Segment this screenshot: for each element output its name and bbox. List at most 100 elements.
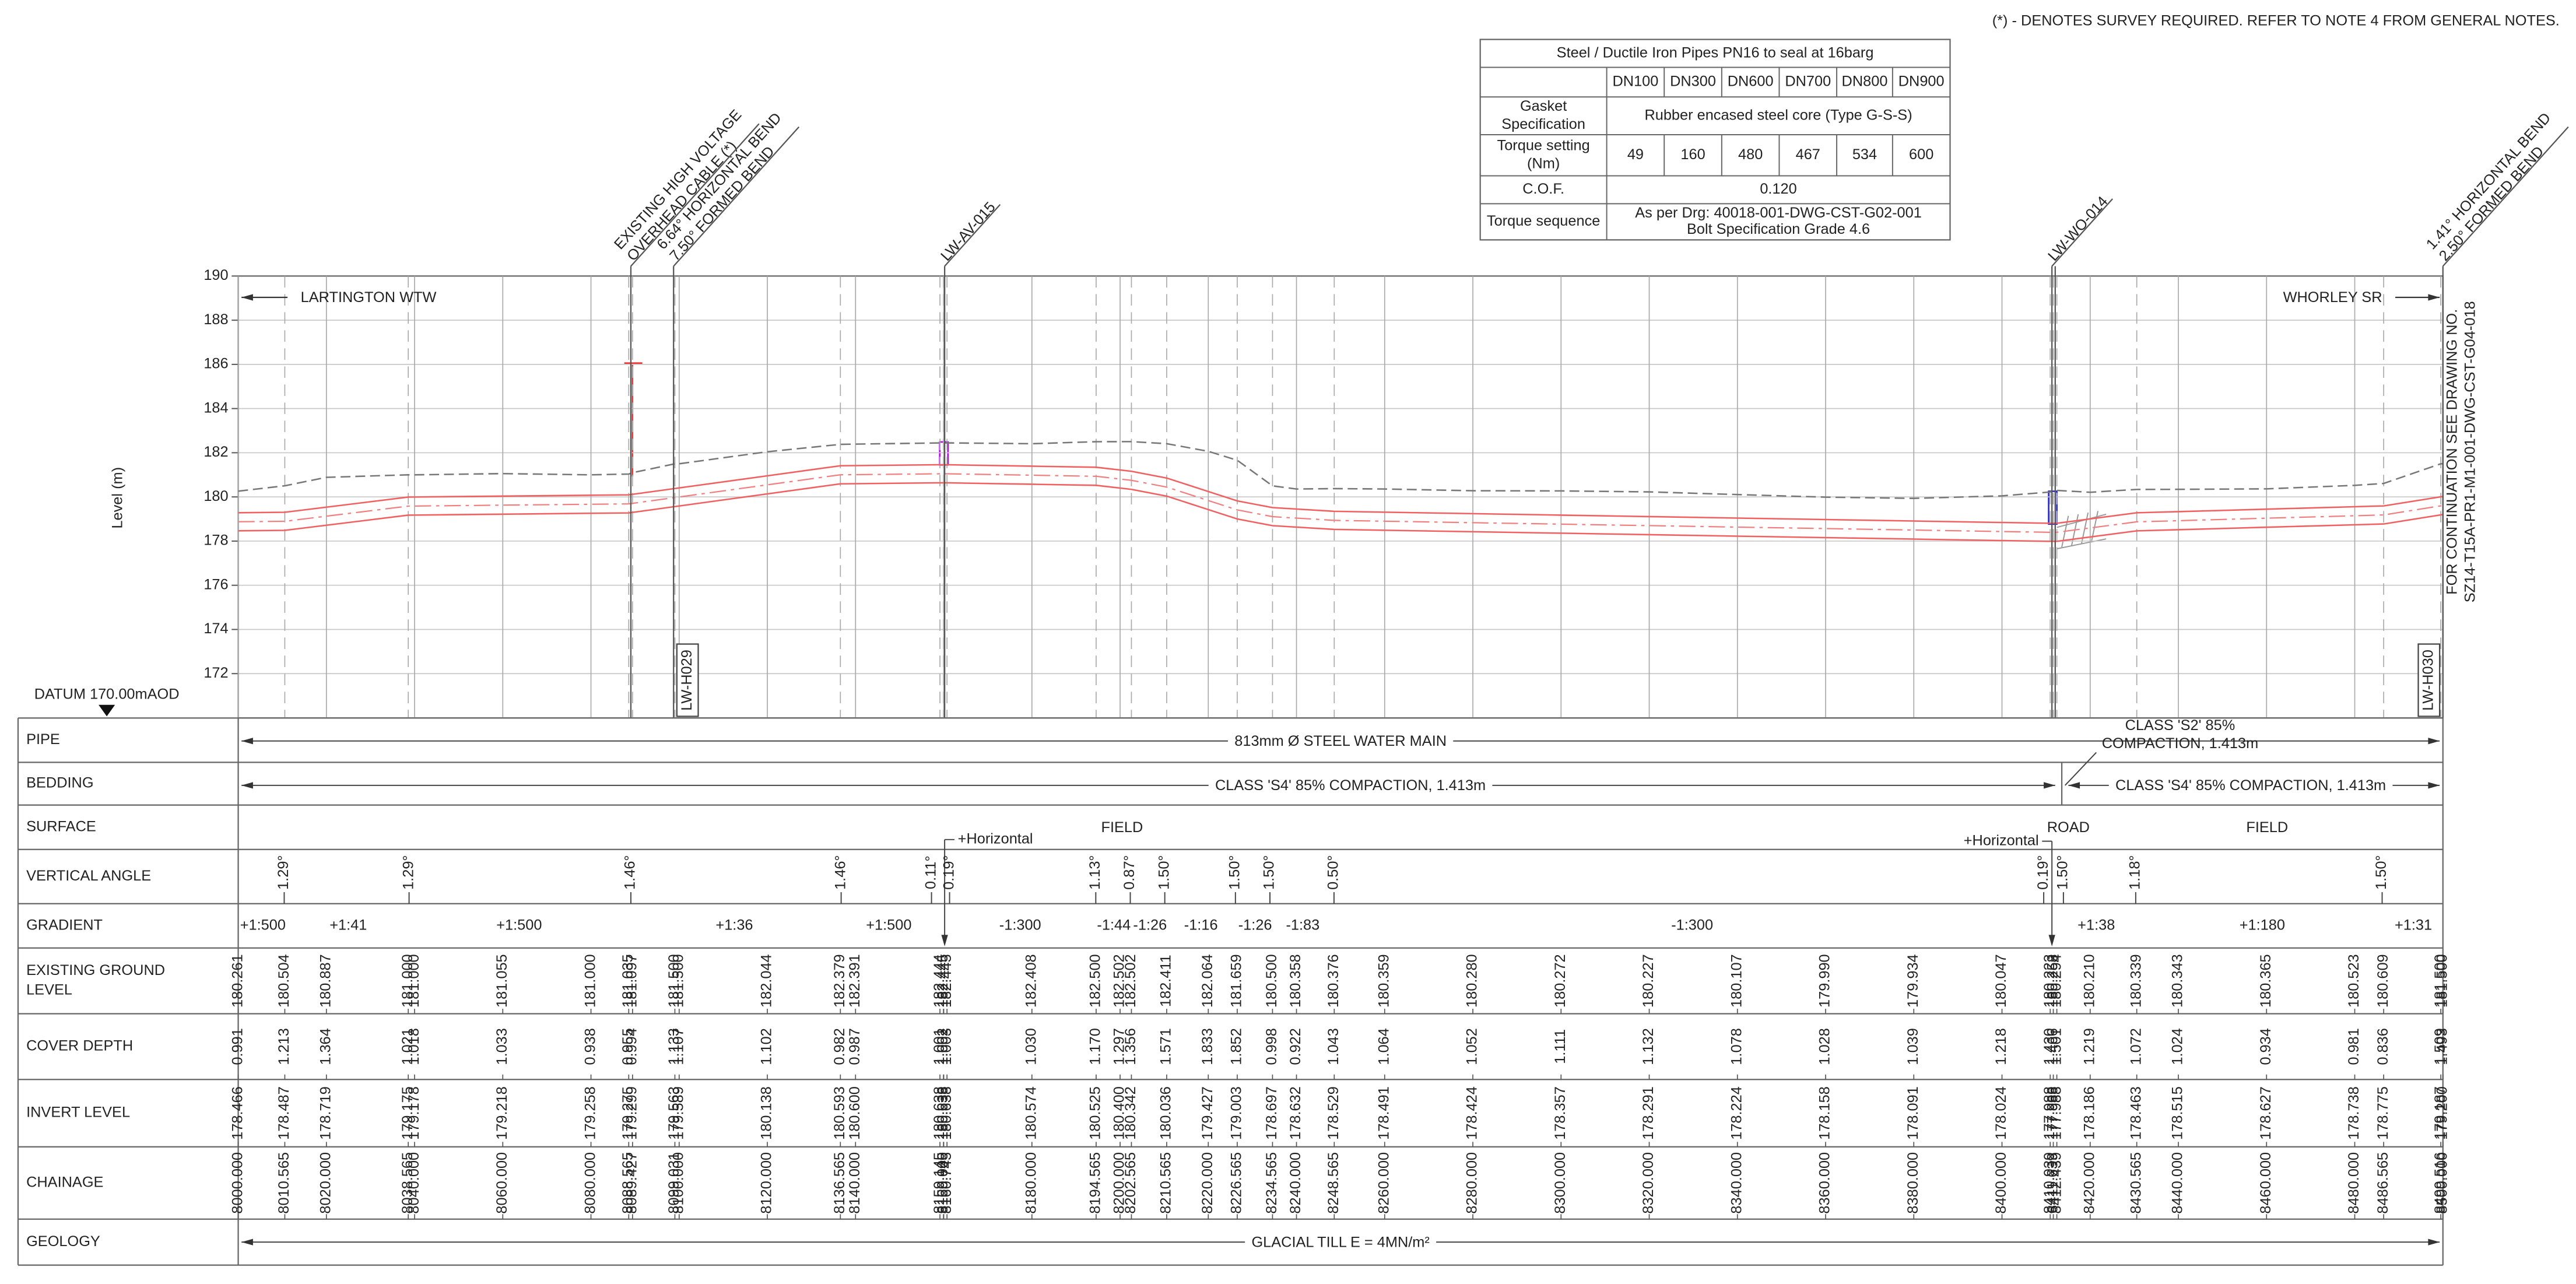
torque-value: 160 <box>1680 146 1705 163</box>
station-value: 180.376 <box>1325 954 1342 1008</box>
station-value: 8412.439 <box>2048 1152 2064 1214</box>
row-label: INVERT LEVEL <box>26 1104 130 1121</box>
station-value: 178.697 <box>1264 1086 1280 1140</box>
gradient: -1:83 <box>1286 917 1319 933</box>
station-value: 8500.000 <box>2434 1152 2450 1214</box>
station-value: 8340.000 <box>1728 1152 1745 1214</box>
station-value: 0.934 <box>2258 1028 2274 1065</box>
station-value: 8089.427 <box>624 1152 640 1214</box>
gradient: +1:500 <box>240 917 286 933</box>
gradient: +1:180 <box>2240 917 2285 933</box>
row-label: Specification <box>1501 116 1585 132</box>
station-value: 181.000 <box>582 954 598 1008</box>
row-label: VERTICAL ANGLE <box>26 868 151 884</box>
station-value: 178.719 <box>318 1086 334 1140</box>
station-value: 179.200 <box>2434 1086 2450 1140</box>
pipe-size-header: DN300 <box>1670 73 1716 90</box>
surface-note: +Horizontal <box>1964 832 2039 848</box>
station-value: 1.024 <box>2170 1028 2186 1065</box>
annotation-underline <box>630 123 760 267</box>
station-value: 8234.565 <box>1264 1152 1280 1214</box>
station-value: 1.018 <box>406 1028 422 1065</box>
surface-note: +Horizontal <box>958 831 1033 847</box>
station-value: 182.444 <box>931 954 947 1008</box>
station-value: 178.775 <box>2375 1086 2391 1140</box>
station-value: 8486.565 <box>2375 1152 2391 1214</box>
torque-value: 534 <box>1852 146 1877 163</box>
pipe-description: 813mm Ø STEEL WATER MAIN <box>1234 733 1447 749</box>
row-label: CHAINAGE <box>26 1174 103 1190</box>
station-value: 1.021 <box>399 1028 416 1065</box>
continuation-text: FOR CONTINUATION SEE DRAWING NO. <box>2444 309 2460 595</box>
station-value: 1.852 <box>1229 1028 1245 1065</box>
station-value: 1.133 <box>666 1028 682 1065</box>
pipe-size-header: DN900 <box>1898 73 1945 90</box>
level-tick-label: 190 <box>203 267 228 283</box>
row-label: Gasket <box>1520 98 1567 114</box>
station-value: 180.525 <box>1087 1086 1104 1140</box>
station-value: 8200.000 <box>1111 1152 1128 1214</box>
station-value: 181.500 <box>2432 954 2448 1008</box>
station-value: 0.981 <box>2346 1028 2362 1065</box>
station-value: 180.339 <box>2128 954 2144 1008</box>
station-value: 178.186 <box>2081 1086 2097 1140</box>
hydrant-label: LW-H030 <box>2420 650 2437 711</box>
station-value: 8140.000 <box>847 1152 863 1214</box>
station-value: 1.466 <box>2044 1028 2061 1065</box>
label-backing <box>1227 731 1454 751</box>
annotation-underline <box>944 204 1001 267</box>
station-value: 178.158 <box>1817 1086 1833 1140</box>
station-value: 180.638 <box>935 1086 951 1140</box>
row-label: SURFACE <box>26 818 96 834</box>
row-label: Torque sequence <box>1487 213 1600 229</box>
vertical-angle: 1.50° <box>2055 855 2071 889</box>
station-value: 180.258 <box>2044 954 2061 1008</box>
station-value: 179.175 <box>399 1086 416 1140</box>
station-value: 180.210 <box>2081 954 2097 1008</box>
station-value: 179.275 <box>620 1086 636 1140</box>
bedding-class: CLASS 'S4' 85% COMPACTION, 1.413m <box>2115 777 2386 794</box>
station-value: 181.000 <box>406 954 422 1008</box>
station-value: 1.364 <box>318 1028 334 1065</box>
station-value: 177.988 <box>2044 1086 2061 1140</box>
station-value: 180.272 <box>1552 954 1568 1008</box>
station-value: 8159.145 <box>931 1152 947 1214</box>
washout-symbol <box>2048 490 2058 525</box>
row-label: (Nm) <box>1527 155 1560 171</box>
station-value: 1.039 <box>1905 1028 1921 1065</box>
station-value: 182.379 <box>831 954 848 1008</box>
gradient: -1:44 <box>1097 917 1131 933</box>
station-value: 181.500 <box>671 954 687 1008</box>
station-value: 8038.565 <box>399 1152 416 1214</box>
level-tick-label: 178 <box>203 532 228 549</box>
station-value: 1.218 <box>1993 1028 2009 1065</box>
station-value: 8380.000 <box>1905 1152 1921 1214</box>
vertical-angle: 1.50° <box>1227 855 1243 889</box>
station-value: 179.187 <box>2432 1086 2448 1140</box>
station-value: 8159.945 <box>935 1152 951 1214</box>
station-value: 8440.000 <box>2170 1152 2186 1214</box>
station-value: 178.424 <box>1464 1086 1480 1140</box>
gradient: +1:41 <box>329 917 367 933</box>
station-value: 180.359 <box>1375 954 1392 1008</box>
arrow-head <box>241 1239 253 1246</box>
gradient: +1:500 <box>866 917 911 933</box>
station-value: 178.491 <box>1375 1086 1392 1140</box>
bedding-class: CLASS 'S4' 85% COMPACTION, 1.413m <box>1215 777 1486 794</box>
station-value: 8240.000 <box>1287 1152 1304 1214</box>
station-value: 179.563 <box>666 1086 682 1140</box>
station-value: 0.998 <box>1264 1028 1280 1065</box>
station-value: 180.107 <box>1728 954 1745 1008</box>
label-backing <box>2108 775 2393 795</box>
gasket-value: Rubber encased steel core (Type G-S-S) <box>1644 107 1912 123</box>
station-value: 181.500 <box>666 954 682 1008</box>
torque-value: 600 <box>1909 146 1933 163</box>
station-value: 8000.000 <box>229 1152 245 1214</box>
annotation-underline <box>2442 126 2569 267</box>
level-tick-label: 172 <box>203 665 228 681</box>
datum-label: DATUM 170.00mAOD <box>34 686 180 703</box>
row-label: COVER DEPTH <box>26 1038 133 1054</box>
arrow-head <box>941 935 948 946</box>
station-value: 8411.639 <box>2044 1153 2061 1213</box>
